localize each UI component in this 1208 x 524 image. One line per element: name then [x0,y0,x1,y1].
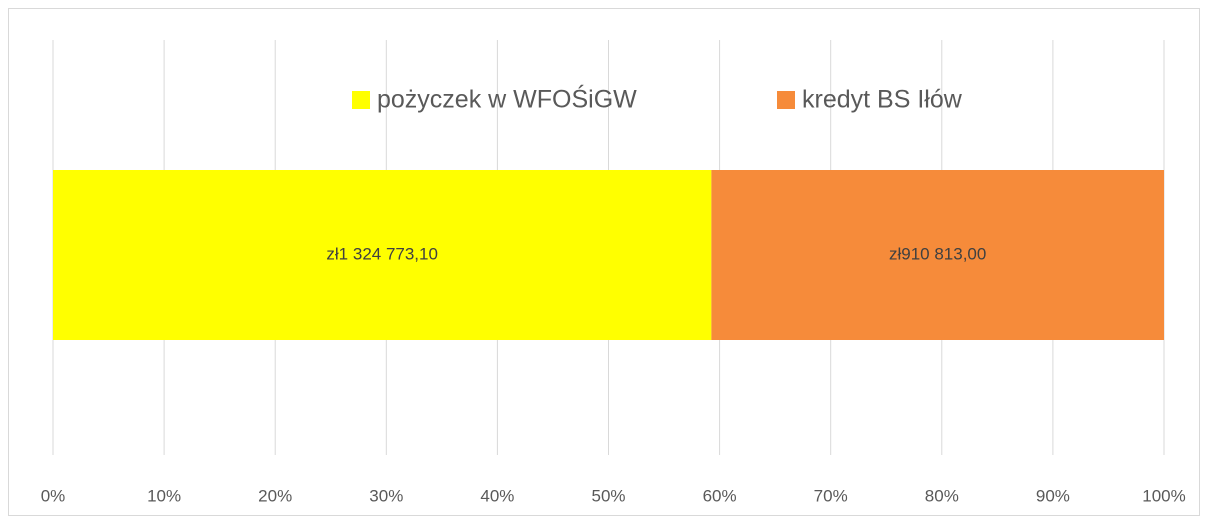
x-tick-label: 40% [480,486,514,505]
x-tick-label: 70% [814,486,848,505]
legend-swatch [352,91,370,109]
data-label: zł1 324 773,10 [326,244,438,263]
x-tick-label: 10% [147,486,181,505]
legend-swatch [777,91,795,109]
x-tick-label: 0% [41,486,66,505]
legend-label: kredyt BS Iłów [802,86,963,114]
x-tick-label: 60% [703,486,737,505]
x-tick-label: 50% [591,486,625,505]
bar-segment [711,170,1164,340]
x-tick-label: 30% [369,486,403,505]
x-tick-label: 100% [1142,486,1185,505]
x-tick-label: 90% [1036,486,1070,505]
x-tick-label: 80% [925,486,959,505]
legend-label: pożyczek w WFOŚiGW [377,84,637,114]
bar-segment [53,170,712,340]
x-tick-label: 20% [258,486,292,505]
data-label: zł910 813,00 [889,244,986,263]
